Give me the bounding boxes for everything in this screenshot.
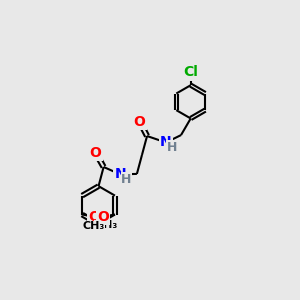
- Text: H: H: [121, 173, 132, 186]
- Text: O: O: [88, 210, 100, 224]
- Text: CH₃: CH₃: [95, 220, 117, 230]
- Text: CH₃: CH₃: [82, 221, 104, 231]
- Text: O: O: [134, 115, 146, 129]
- Text: N: N: [114, 167, 126, 182]
- Text: Cl: Cl: [183, 65, 198, 80]
- Text: O: O: [97, 210, 109, 224]
- Text: O: O: [90, 146, 101, 160]
- Text: H: H: [167, 141, 177, 154]
- Text: N: N: [160, 136, 172, 149]
